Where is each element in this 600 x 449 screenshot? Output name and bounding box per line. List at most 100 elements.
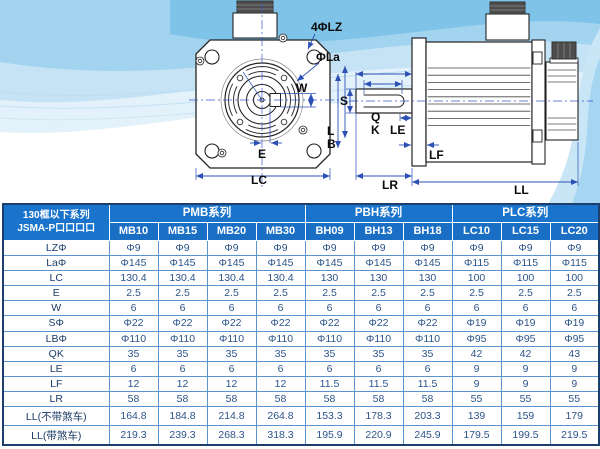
drawing-area: 4ΦLZ ΦLa W E LC S Q K LE L B LF LR LL xyxy=(0,0,600,204)
spec-cell: 35 xyxy=(402,345,453,362)
spec-cell: 2.5 xyxy=(549,285,600,302)
model-header: MB15 xyxy=(157,221,208,241)
row-label: E xyxy=(2,285,110,302)
spec-cell: 130.4 xyxy=(108,269,159,287)
mounting-holes xyxy=(204,49,322,159)
spec-cell: 42 xyxy=(500,345,551,362)
clip xyxy=(532,129,543,143)
spec-cell: 130.4 xyxy=(157,269,208,287)
label-4phi-lz: 4ΦLZ xyxy=(311,20,342,34)
spec-cell: 6 xyxy=(157,300,208,317)
spec-cell: Φ9 xyxy=(549,239,600,256)
spec-cell: 58 xyxy=(108,391,159,408)
spec-cell: 58 xyxy=(353,391,404,408)
spec-cell: Φ145 xyxy=(206,254,257,271)
spec-cell: 6 xyxy=(108,300,159,317)
spec-cell: Φ145 xyxy=(108,254,159,271)
table-row: LBΦ Φ110 Φ110 Φ110 Φ110 Φ110 Φ110 Φ110 Φ95 Φ95 Φ95 xyxy=(2,330,600,347)
spec-cell: Φ110 xyxy=(304,330,355,347)
spec-cell: 179 xyxy=(549,406,600,427)
spec-cell: 9 xyxy=(500,376,551,393)
row-label: LR xyxy=(2,391,110,408)
spec-cell: Φ9 xyxy=(451,239,502,256)
spec-cell: Φ9 xyxy=(304,239,355,256)
spec-cell: 6 xyxy=(255,360,306,378)
spec-cell: 2.5 xyxy=(402,285,453,302)
spec-cell: Φ22 xyxy=(353,315,404,332)
spec-cell: 12 xyxy=(206,376,257,393)
row-label: LBΦ xyxy=(2,330,110,347)
spec-cell: 130.4 xyxy=(206,269,257,287)
table-wrap: 130框以下系列 JSMA-P口口口口 PMB系列 PBH系列 PLC系列 MB10 MB1… xyxy=(2,203,600,447)
spec-cell: 2.5 xyxy=(500,285,551,302)
label-lc: LC xyxy=(251,173,267,187)
model-header: MB20 xyxy=(206,221,257,241)
spec-cell: 11.5 xyxy=(353,376,404,393)
model-header: BH18 xyxy=(402,221,453,241)
spec-cell: Φ22 xyxy=(402,315,453,332)
spec-cell: Φ9 xyxy=(157,239,208,256)
spec-cell: 203.3 xyxy=(402,406,453,427)
model-header: LC10 xyxy=(451,221,502,241)
spec-cell: 35 xyxy=(108,345,159,362)
spec-cell: Φ19 xyxy=(549,315,600,332)
spec-cell: 164.8 xyxy=(108,406,159,427)
corner-line-1: 130框以下系列 xyxy=(22,210,90,222)
label-le: LE xyxy=(390,123,405,137)
spec-cell: 100 xyxy=(549,269,600,287)
spec-cell: 6 xyxy=(500,300,551,317)
spec-cell: 9 xyxy=(549,376,600,393)
row-label: QK xyxy=(2,345,110,362)
row-label: LaΦ xyxy=(2,254,110,271)
label-l: L xyxy=(327,124,334,138)
table-row: E 2.5 2.5 2.5 2.5 2.5 2.5 2.5 2.5 2.5 2.5 xyxy=(2,285,600,302)
spec-cell: Φ9 xyxy=(255,239,306,256)
corner-line-2: JSMA-P口口口口 xyxy=(17,223,96,235)
label-k: K xyxy=(371,123,380,137)
spec-cell: Φ115 xyxy=(549,254,600,271)
front-view-drawing xyxy=(195,0,331,169)
series-header: PLC系列 xyxy=(451,203,600,223)
table-row: LR 58 58 58 58 58 58 58 55 55 55 xyxy=(2,391,600,408)
front-connector xyxy=(232,0,278,39)
series-header: PMB系列 xyxy=(108,203,306,223)
spec-cell: 100 xyxy=(451,269,502,287)
model-header: MB10 xyxy=(108,221,159,241)
label-phi-la: ΦLa xyxy=(316,50,340,64)
table-row: LE 6 6 6 6 6 6 6 9 9 9 xyxy=(2,360,600,378)
label-ll: LL xyxy=(514,183,529,197)
row-label: SΦ xyxy=(2,315,110,332)
spec-cell: 130 xyxy=(402,269,453,287)
spec-cell: 55 xyxy=(500,391,551,408)
spec-cell: 6 xyxy=(353,300,404,317)
dimension-labels: 4ΦLZ ΦLa W E LC S Q K LE L B LF LR LL xyxy=(251,20,529,197)
spec-cell: Φ145 xyxy=(255,254,306,271)
model-header: BH13 xyxy=(353,221,404,241)
spec-cell: Φ110 xyxy=(108,330,159,347)
spec-cell: 220.9 xyxy=(353,425,404,446)
spec-cell: Φ22 xyxy=(157,315,208,332)
spec-cell: 35 xyxy=(157,345,208,362)
label-e: E xyxy=(258,147,266,161)
table-row: QK 35 35 35 35 35 35 35 42 42 43 xyxy=(2,345,600,362)
spec-cell: 6 xyxy=(304,360,355,378)
spec-cell: Φ110 xyxy=(206,330,257,347)
side-flange xyxy=(411,37,427,167)
spec-cell: 264.8 xyxy=(255,406,306,427)
side-view-drawing xyxy=(355,1,579,167)
spec-cell: 2.5 xyxy=(108,285,159,302)
model-header: MB30 xyxy=(255,221,306,241)
table-row: LaΦ Φ145 Φ145 Φ145 Φ145 Φ145 Φ145 Φ145 Φ115 Φ115 Φ… xyxy=(2,254,600,271)
label-s: S xyxy=(340,94,348,108)
spec-cell: 130.4 xyxy=(255,269,306,287)
spec-cell: Φ145 xyxy=(402,254,453,271)
row-label: W xyxy=(2,300,110,317)
spec-cell: 12 xyxy=(157,376,208,393)
spec-cell: Φ9 xyxy=(402,239,453,256)
spec-cell: 6 xyxy=(206,360,257,378)
spec-cell: 6 xyxy=(402,300,453,317)
model-header: LC20 xyxy=(549,221,600,241)
series-header: PBH系列 xyxy=(304,203,453,223)
